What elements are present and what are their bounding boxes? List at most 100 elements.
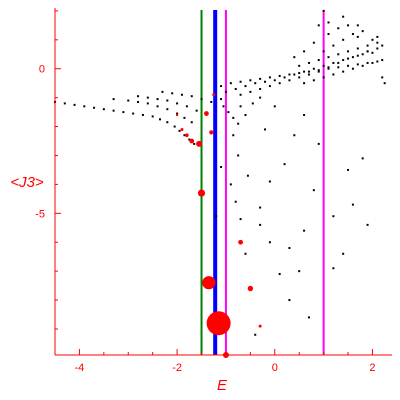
scatter-point: [351, 56, 354, 59]
scatter-point: [166, 108, 169, 111]
scatter-point: [102, 108, 105, 111]
scatter-point: [166, 121, 169, 124]
scatter-point: [371, 61, 374, 64]
scatter-point: [356, 54, 359, 57]
scatter-point: [273, 105, 276, 108]
scatter-point: [193, 142, 196, 145]
scatter-point: [268, 241, 271, 244]
scatter-point: [137, 95, 140, 98]
scatter-point: [173, 125, 176, 128]
scatter-point: [151, 115, 154, 118]
highlighted-point: [204, 111, 209, 116]
x-tick-label: -4: [75, 362, 85, 374]
highlighted-point: [238, 239, 243, 245]
scatter-point: [73, 103, 76, 106]
scatter-point: [322, 76, 325, 79]
scatter-point: [229, 183, 232, 186]
scatter-point: [342, 15, 345, 18]
scatter-point: [210, 100, 213, 103]
scatter-point: [347, 50, 350, 53]
scatter-point: [303, 50, 306, 53]
scatter-point: [342, 59, 345, 62]
highlighted-point: [175, 113, 179, 117]
scatter-point: [178, 129, 181, 132]
scatter-point: [254, 82, 257, 85]
scatter-point: [171, 92, 174, 95]
scatter-point: [356, 47, 359, 50]
highlighted-point: [185, 133, 189, 138]
vertical-lines: [200, 10, 325, 355]
scatter-point: [83, 105, 86, 108]
highlighted-point: [196, 140, 203, 147]
scatter-point: [337, 53, 340, 56]
data-points: [54, 9, 386, 336]
scatter-point: [342, 70, 345, 73]
scatter-point: [249, 79, 252, 82]
scatter-point: [337, 66, 340, 69]
scatter-point: [132, 112, 135, 115]
scatter-point: [317, 69, 320, 72]
scatter-point: [332, 215, 335, 218]
scatter-point: [63, 102, 66, 105]
scatter-point: [190, 121, 193, 124]
scatter-point: [307, 61, 310, 64]
scatter-point: [298, 72, 301, 75]
scatter-point: [244, 252, 247, 255]
highlighted-point: [212, 93, 216, 97]
scatter-point: [237, 122, 240, 125]
scatter-point: [327, 66, 330, 69]
scatter-point: [347, 64, 350, 67]
highlighted-point: [189, 138, 195, 144]
scatter-point: [298, 76, 301, 79]
scatter-point: [351, 33, 354, 36]
scatter-point: [293, 56, 296, 59]
scatter-point: [327, 67, 330, 70]
scatter-point: [381, 44, 384, 47]
scatter-point: [347, 168, 350, 171]
scatter-point: [239, 218, 242, 221]
scatter-point: [317, 24, 320, 27]
scatter-point: [222, 105, 225, 108]
scatter-point: [342, 38, 345, 41]
scatter-point: [327, 33, 330, 36]
scatter-point: [183, 116, 186, 119]
scatter-point: [239, 105, 242, 108]
scatter-point: [303, 113, 306, 116]
scatter-point: [307, 73, 310, 76]
scatter-point: [259, 206, 262, 209]
scatter-point: [180, 93, 183, 96]
highlighted-point: [180, 127, 184, 131]
axes: [54, 8, 392, 356]
scatter-point: [361, 30, 364, 33]
scatter-point: [356, 63, 359, 66]
scatter-point: [264, 80, 267, 83]
scatter-point: [122, 111, 125, 114]
scatter-point: [264, 128, 267, 131]
scatter-point: [156, 98, 159, 101]
highlighted-point: [202, 276, 216, 290]
scatter-point: [322, 64, 325, 67]
axis-ticks: -4 -2 0 2 0 -5: [35, 10, 376, 374]
y-tick-label: -5: [35, 208, 45, 220]
x-tick-label: 2: [369, 362, 375, 374]
scatter-point: [220, 166, 223, 169]
scatter-point: [317, 142, 320, 145]
scatter-point: [239, 80, 242, 83]
scatter-point: [366, 223, 369, 226]
scatter-point: [332, 44, 335, 47]
highlighted-point: [209, 130, 214, 135]
scatter-point: [376, 60, 379, 63]
scatter-point: [137, 100, 140, 103]
scatter-point: [227, 111, 230, 114]
scatter-point: [244, 113, 247, 116]
scatter-point: [383, 82, 386, 85]
scatter-point: [268, 180, 271, 183]
scatter-point: [288, 79, 291, 82]
scatter-point: [322, 50, 325, 53]
scatter-point: [337, 61, 340, 64]
scatter-point: [183, 134, 186, 137]
x-axis-title: E: [217, 377, 228, 394]
scatter-point: [283, 76, 286, 79]
scatter-point: [146, 102, 149, 105]
